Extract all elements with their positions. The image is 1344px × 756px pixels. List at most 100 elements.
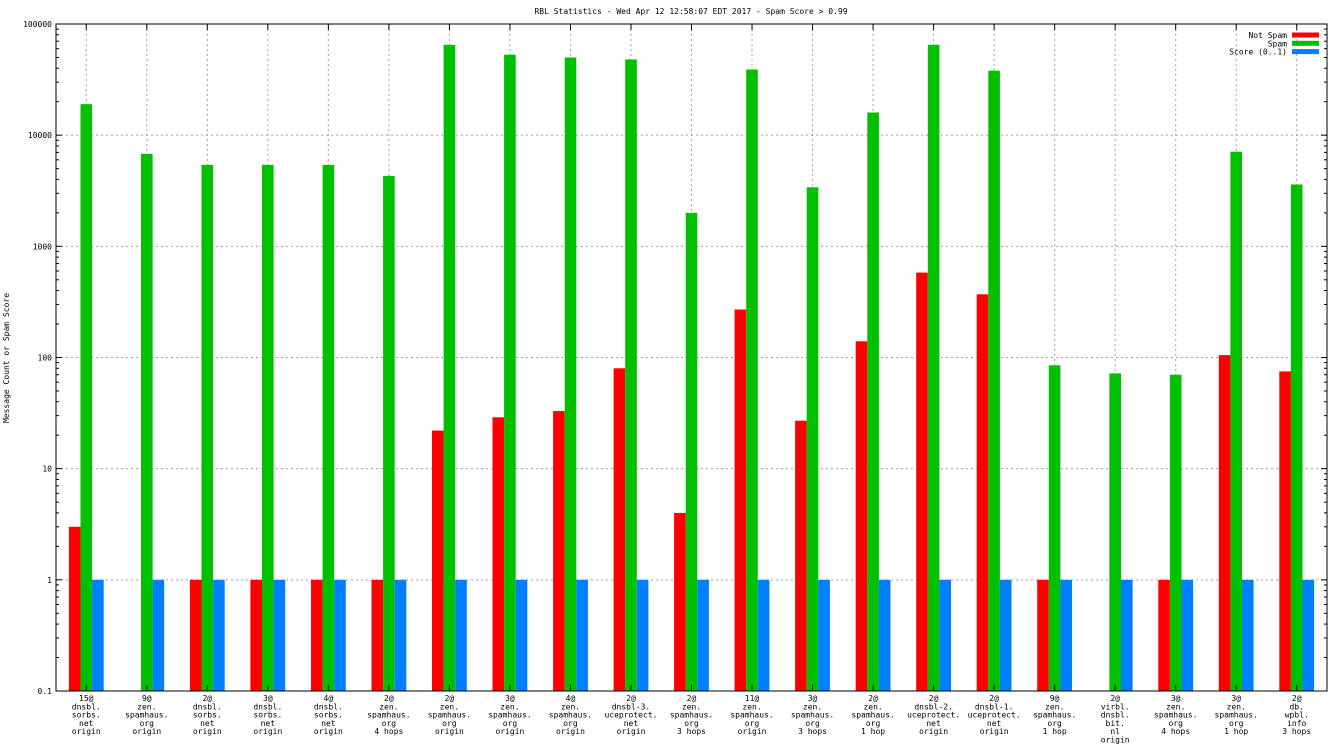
x-tick-label: origin	[435, 727, 464, 736]
x-tick-label: spamhaus.	[851, 711, 894, 720]
bar-not-spam	[1158, 579, 1170, 691]
x-tick-label: net	[987, 719, 1002, 728]
bar-not-spam	[68, 526, 81, 691]
bar-score-0-1	[1302, 579, 1315, 691]
y-tick-label: 0.1	[38, 687, 53, 696]
bar-not-spam	[674, 512, 686, 691]
bar-score-0-1	[999, 579, 1012, 691]
x-tick-label: 4@	[324, 694, 334, 703]
y-tick-label: 10	[42, 465, 52, 474]
bar-spam	[685, 212, 698, 691]
x-tick-label: spamhaus.	[730, 711, 773, 720]
x-tick-label: sorbs.	[72, 711, 101, 720]
bar-not-spam	[916, 272, 928, 691]
x-tick-label: 3 hops	[1282, 727, 1311, 736]
bar-score-0-1	[1121, 579, 1133, 691]
y-tick-label: 1	[47, 576, 52, 585]
bar-not-spam	[250, 579, 262, 691]
x-tick-label: sorbs.	[314, 711, 343, 720]
x-tick-label: 4 hops	[1161, 727, 1190, 736]
x-tick-label: net	[261, 719, 276, 728]
x-tick-label: origin	[617, 727, 646, 736]
x-tick-label: origin	[980, 727, 1009, 736]
x-tick-label: virbl.	[1101, 702, 1130, 711]
bar-spam	[322, 164, 335, 691]
x-tick-label: uceprotect.	[907, 711, 960, 720]
bar-score-0-1	[939, 579, 951, 691]
x-tick-label: zen.	[1166, 702, 1185, 711]
x-tick-label: origin	[72, 727, 101, 736]
bar-score-0-1	[636, 579, 649, 691]
bar-spam	[988, 70, 1000, 691]
bar-spam	[746, 69, 758, 691]
bar-not-spam	[1218, 355, 1231, 691]
x-tick-label: zen.	[137, 702, 156, 711]
x-tick-label: wpbl.	[1285, 711, 1309, 720]
x-tick-label: net	[79, 719, 94, 728]
x-tick-label: spamhaus.	[549, 711, 592, 720]
x-tick-label: origin	[132, 727, 161, 736]
bar-spam	[383, 175, 395, 691]
x-tick-label: zen.	[682, 702, 701, 711]
bar-spam	[1230, 151, 1242, 691]
x-tick-label: origin	[193, 727, 222, 736]
x-tick-label: net	[624, 719, 639, 728]
bar-spam	[504, 54, 516, 691]
x-tick-label: 3@	[1171, 694, 1181, 703]
bar-spam	[1290, 184, 1303, 691]
x-tick-label: spamhaus.	[1215, 711, 1258, 720]
chart-title: RBL Statistics - Wed Apr 12 12:58:07 EDT…	[534, 7, 847, 16]
x-tick-label: zen.	[863, 702, 882, 711]
bar-score-0-1	[152, 579, 165, 691]
x-tick-label: spamhaus.	[1154, 711, 1197, 720]
x-tick-label: org	[684, 719, 699, 728]
legend-label: Score (0..1)	[1229, 48, 1287, 57]
x-tick-label: org	[382, 719, 397, 728]
x-tick-label: spamhaus.	[488, 711, 531, 720]
x-tick-label: net	[926, 719, 941, 728]
ticks-layer: 0.111010010001000010000015@dnsbl.sorbs.n…	[23, 20, 1327, 745]
x-tick-label: uceprotect.	[604, 711, 657, 720]
bar-score-0-1	[1060, 579, 1072, 691]
bar-score-0-1	[334, 579, 346, 691]
x-tick-label: 3 hops	[677, 727, 706, 736]
bar-not-spam	[613, 368, 626, 691]
x-tick-label: nl	[1110, 727, 1120, 736]
x-tick-label: org	[503, 719, 518, 728]
y-tick-label: 1000	[33, 242, 52, 251]
x-tick-label: 3@	[1231, 694, 1241, 703]
bar-score-0-1	[213, 579, 225, 691]
bar-spam	[927, 44, 940, 692]
x-tick-label: 2@	[1110, 694, 1120, 703]
x-tick-label: 2@	[202, 694, 212, 703]
x-tick-label: 2@	[687, 694, 697, 703]
x-tick-label: sorbs.	[193, 711, 222, 720]
bar-not-spam	[734, 309, 747, 691]
x-tick-label: spamhaus.	[1033, 711, 1076, 720]
x-tick-label: zen.	[742, 702, 761, 711]
x-tick-label: db.	[1290, 702, 1304, 711]
bar-score-0-1	[273, 579, 286, 691]
legend-swatch	[1292, 32, 1319, 38]
x-tick-label: origin	[556, 727, 585, 736]
bar-spam	[262, 164, 274, 691]
x-tick-label: 2@	[868, 694, 878, 703]
x-tick-label: 1 hop	[1224, 727, 1248, 736]
bar-not-spam	[311, 579, 323, 691]
x-tick-label: origin	[314, 727, 343, 736]
bar-not-spam	[371, 579, 384, 691]
bar-score-0-1	[878, 579, 891, 691]
x-tick-label: org	[563, 719, 578, 728]
x-tick-label: 3@	[505, 694, 515, 703]
x-tick-label: 15@	[79, 694, 94, 703]
bars-layer	[68, 44, 1315, 692]
bar-score-0-1	[92, 579, 104, 691]
x-tick-label: 4@	[566, 694, 576, 703]
x-tick-label: dnsbl.	[72, 702, 101, 711]
x-tick-label: spamhaus.	[670, 711, 713, 720]
x-tick-label: origin	[253, 727, 282, 736]
bar-score-0-1	[455, 579, 467, 691]
x-tick-label: 2@	[929, 694, 939, 703]
